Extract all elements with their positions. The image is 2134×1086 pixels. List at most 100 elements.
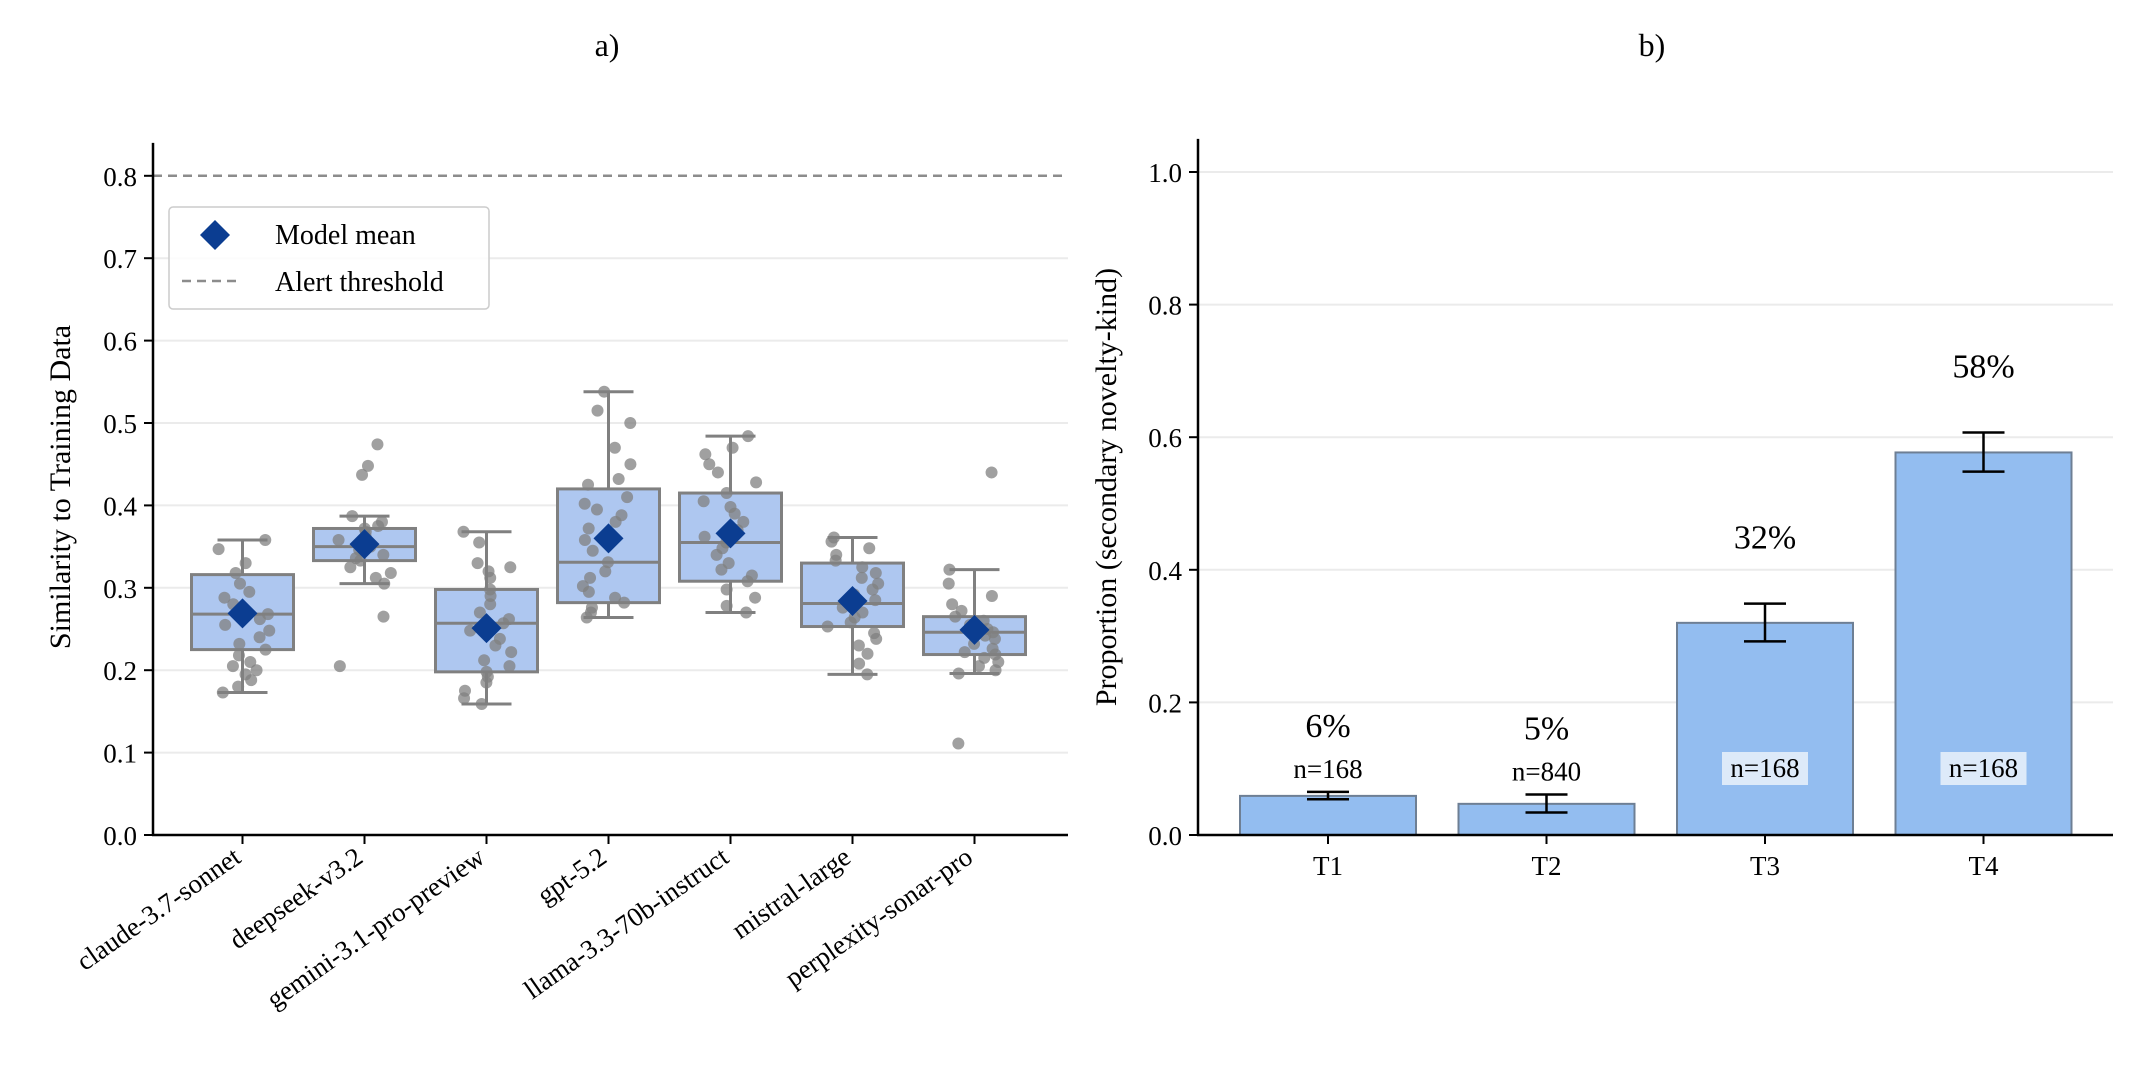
legend-model-mean-marker bbox=[200, 220, 230, 250]
data-point bbox=[869, 594, 882, 607]
n-label: n=168 bbox=[1730, 753, 1799, 783]
y-tick-label: 0.4 bbox=[103, 491, 137, 521]
data-point bbox=[599, 565, 612, 578]
data-point bbox=[384, 566, 397, 579]
panel-b-bar-chart: b) 6% n=168 5% n=840 32% n=168 58% n=168 0.0 0.2… bbox=[1090, 27, 2113, 881]
data-point bbox=[985, 590, 998, 603]
data-point bbox=[580, 611, 593, 624]
data-point bbox=[609, 515, 622, 528]
panel-b-error-bars bbox=[1307, 431, 2005, 814]
data-point bbox=[218, 591, 231, 604]
bar-T3 bbox=[1676, 621, 1854, 837]
data-point bbox=[229, 566, 242, 579]
data-point bbox=[457, 525, 470, 538]
panel-b-data-labels: 6% n=168 5% n=840 32% n=168 58% n=168 bbox=[1293, 349, 2027, 787]
data-point bbox=[855, 571, 868, 584]
data-point bbox=[372, 520, 385, 532]
data-point bbox=[471, 557, 484, 570]
y-tick-label: 0.2 bbox=[103, 656, 137, 686]
data-point bbox=[332, 534, 345, 547]
data-point bbox=[371, 438, 384, 451]
data-point bbox=[333, 660, 346, 673]
data-point bbox=[378, 577, 391, 590]
percent-label: 6% bbox=[1305, 708, 1350, 745]
data-point bbox=[952, 737, 965, 750]
data-point bbox=[216, 686, 229, 699]
data-point bbox=[503, 660, 516, 673]
legend-alert-threshold-label: Alert threshold bbox=[275, 267, 444, 298]
data-point bbox=[821, 620, 834, 633]
data-point bbox=[720, 487, 733, 500]
n-label-background bbox=[1940, 752, 2027, 785]
y-tick-label: 0.4 bbox=[1148, 556, 1182, 586]
data-point bbox=[861, 647, 874, 660]
data-point bbox=[484, 598, 497, 611]
data-point bbox=[726, 441, 739, 454]
x-tick-label: llama-3.3-70b-instruct bbox=[518, 841, 734, 1005]
data-point bbox=[233, 637, 246, 650]
data-point bbox=[377, 610, 390, 623]
model-mean-marker bbox=[593, 523, 624, 554]
data-point bbox=[952, 667, 965, 680]
data-point bbox=[624, 417, 637, 429]
data-point bbox=[972, 660, 985, 673]
y-tick-label: 0.8 bbox=[103, 162, 137, 192]
panel-b-x-ticks: T1 T2 T3 T4 bbox=[1313, 835, 1999, 881]
legend-frame bbox=[168, 206, 490, 310]
data-point bbox=[263, 624, 276, 637]
data-point bbox=[612, 473, 625, 486]
data-point bbox=[578, 534, 591, 547]
n-label: n=168 bbox=[1293, 754, 1362, 784]
data-point bbox=[344, 561, 357, 574]
data-point bbox=[825, 535, 838, 548]
data-point bbox=[250, 664, 263, 677]
legend-model-mean-label: Model mean bbox=[275, 220, 416, 251]
legend: Model mean Alert threshold bbox=[168, 206, 490, 310]
x-tick-label: T3 bbox=[1750, 851, 1780, 881]
data-point bbox=[226, 660, 239, 673]
data-point bbox=[621, 491, 634, 504]
model-mean-marker bbox=[837, 585, 868, 616]
x-tick-label: T2 bbox=[1532, 851, 1562, 881]
data-point bbox=[985, 466, 998, 479]
y-tick-label: 0.0 bbox=[103, 821, 137, 851]
model-mean-marker bbox=[471, 613, 502, 644]
y-tick-label: 0.0 bbox=[1148, 821, 1182, 851]
data-point bbox=[703, 458, 716, 471]
y-tick-label: 0.5 bbox=[103, 409, 137, 439]
data-point bbox=[245, 674, 258, 687]
data-point bbox=[582, 522, 595, 535]
y-tick-label: 0.7 bbox=[103, 244, 137, 274]
bar-T1 bbox=[1239, 794, 1417, 836]
x-tick-label: T4 bbox=[1969, 851, 1999, 881]
x-tick-label: gemini-3.1-pro-preview bbox=[261, 841, 491, 1014]
data-point bbox=[598, 385, 611, 398]
data-point bbox=[233, 577, 246, 590]
model-mean-marker bbox=[959, 614, 990, 645]
panel-a-x-ticks: claude-3.7-sonnetdeepseek-v3.2gemini-3.1… bbox=[71, 835, 978, 1014]
data-point bbox=[829, 554, 842, 567]
n-label: n=168 bbox=[1949, 753, 2018, 783]
data-point bbox=[869, 566, 882, 579]
x-tick-label: gpt-5.2 bbox=[531, 841, 611, 910]
data-point bbox=[475, 697, 488, 710]
data-point bbox=[698, 530, 711, 543]
data-point bbox=[866, 583, 879, 596]
data-point bbox=[253, 631, 266, 644]
data-point bbox=[458, 692, 471, 705]
percent-label: 5% bbox=[1524, 711, 1569, 748]
y-tick-label: 0.3 bbox=[103, 574, 137, 604]
y-tick-label: 0.6 bbox=[1148, 423, 1182, 453]
data-point bbox=[232, 649, 245, 662]
y-tick-label: 0.1 bbox=[103, 739, 137, 769]
data-point bbox=[715, 563, 728, 576]
data-point bbox=[863, 542, 876, 555]
data-point bbox=[219, 618, 232, 631]
data-point bbox=[243, 585, 256, 598]
data-point bbox=[497, 617, 510, 630]
data-point bbox=[484, 571, 497, 584]
data-point bbox=[711, 466, 724, 479]
y-tick-label: 0.6 bbox=[103, 327, 137, 357]
data-point bbox=[943, 563, 956, 576]
